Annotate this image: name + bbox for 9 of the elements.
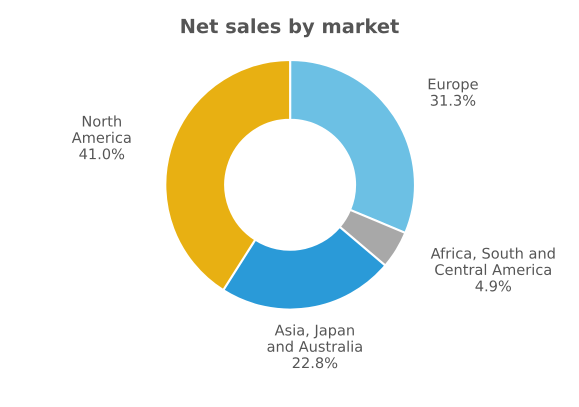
data-label: 4.9%: [475, 280, 512, 292]
slice-label: Africa, South and Central America: [430, 247, 555, 276]
data-label: 22.8%: [292, 357, 338, 368]
chart-title: Net sales by market: [181, 18, 399, 38]
data-label: 41.0%: [79, 148, 124, 160]
slice-label: Europe: [428, 78, 478, 92]
data-label: 31.3%: [430, 94, 476, 106]
slice-label: Asia, Japan and Australia: [267, 324, 362, 352]
slice-label: North America: [72, 115, 131, 144]
